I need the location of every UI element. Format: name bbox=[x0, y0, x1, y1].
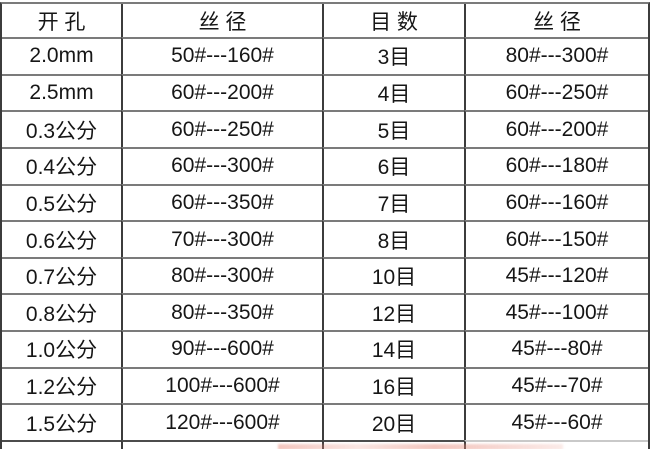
cell-opening: 2.5mm bbox=[2, 73, 121, 111]
cell-mesh-count: 20目 bbox=[322, 403, 464, 441]
cell-wire-diameter-2: 60#---180# bbox=[464, 146, 648, 184]
cell-opening: 2.0mm bbox=[2, 37, 121, 74]
cell-wire-diameter: 80#---350# bbox=[121, 293, 322, 331]
cell-opening: 1.5公分 bbox=[2, 403, 121, 441]
cell-opening: 1.0公分 bbox=[2, 330, 121, 367]
cell-wire-diameter-2: 45#---80# bbox=[464, 330, 648, 367]
cell-wire-diameter-2: 60#---150# bbox=[464, 220, 648, 257]
partial-row-cell bbox=[464, 440, 648, 449]
cell-opening: 0.7公分 bbox=[2, 256, 121, 294]
cell-wire-diameter: 60#---250# bbox=[121, 110, 322, 147]
column-header-wire-diameter: 丝 径 bbox=[121, 4, 322, 37]
cell-wire-diameter: 60#---350# bbox=[121, 183, 322, 221]
cell-wire-diameter: 50#---160# bbox=[121, 37, 322, 74]
cell-opening: 0.6公分 bbox=[2, 220, 121, 257]
cell-mesh-count: 7目 bbox=[322, 183, 464, 221]
cell-mesh-count: 14目 bbox=[322, 330, 464, 367]
cell-mesh-count: 5目 bbox=[322, 110, 464, 147]
partial-row-cell bbox=[121, 440, 322, 449]
cell-wire-diameter: 60#---200# bbox=[121, 73, 322, 111]
cell-opening: 0.8公分 bbox=[2, 293, 121, 331]
cell-wire-diameter-2: 45#---100# bbox=[464, 293, 648, 331]
cell-opening: 0.5公分 bbox=[2, 183, 121, 221]
cell-mesh-count: 10目 bbox=[322, 256, 464, 294]
partial-row-cell bbox=[2, 440, 121, 449]
cell-wire-diameter-2: 45#---70# bbox=[464, 366, 648, 404]
cell-wire-diameter-2: 45#---60# bbox=[464, 403, 648, 441]
cell-mesh-count: 16目 bbox=[322, 366, 464, 404]
cell-wire-diameter: 80#---300# bbox=[121, 256, 322, 294]
cell-mesh-count: 8目 bbox=[322, 220, 464, 257]
cell-wire-diameter-2: 60#---250# bbox=[464, 73, 648, 111]
cell-wire-diameter: 120#---600# bbox=[121, 403, 322, 441]
cell-wire-diameter-2: 45#---120# bbox=[464, 256, 648, 294]
cell-wire-diameter-2: 80#---300# bbox=[464, 37, 648, 74]
cell-opening: 0.3公分 bbox=[2, 110, 121, 147]
cell-wire-diameter-2: 60#---160# bbox=[464, 183, 648, 221]
cell-opening: 0.4公分 bbox=[2, 146, 121, 184]
cell-mesh-count: 3目 bbox=[322, 37, 464, 74]
cell-mesh-count: 6目 bbox=[322, 146, 464, 184]
partial-row-cell bbox=[322, 440, 464, 449]
cell-wire-diameter: 60#---300# bbox=[121, 146, 322, 184]
column-header-mesh-count: 目 数 bbox=[322, 4, 464, 37]
column-header-wire-diameter-2: 丝 径 bbox=[464, 4, 648, 37]
cell-wire-diameter: 70#---300# bbox=[121, 220, 322, 257]
cell-wire-diameter: 90#---600# bbox=[121, 330, 322, 367]
cell-wire-diameter: 100#---600# bbox=[121, 366, 322, 404]
cell-wire-diameter-2: 60#---200# bbox=[464, 110, 648, 147]
cell-mesh-count: 4目 bbox=[322, 73, 464, 111]
cell-opening: 1.2公分 bbox=[2, 366, 121, 404]
cell-mesh-count: 12目 bbox=[322, 293, 464, 331]
column-header-opening: 开 孔 bbox=[2, 4, 121, 37]
